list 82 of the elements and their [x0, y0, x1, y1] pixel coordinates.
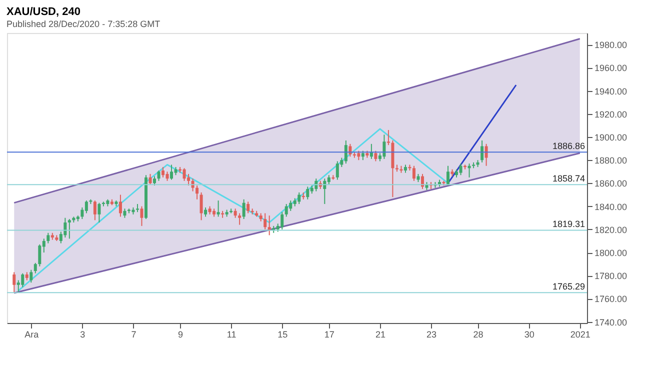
candlestick	[84, 200, 88, 214]
candlestick	[170, 164, 174, 180]
candlestick	[446, 165, 450, 186]
candlestick	[382, 134, 386, 160]
candlestick	[386, 130, 390, 146]
candlestick	[123, 208, 126, 218]
y-tick-label: 1900.00	[594, 132, 628, 142]
ref-line-label: 1886.86	[552, 141, 585, 152]
y-tick-label: 1800.00	[594, 248, 628, 258]
candlestick	[238, 212, 242, 226]
line-series	[18, 128, 449, 292]
candlestick	[480, 140, 484, 163]
candlestick	[162, 166, 165, 178]
candlestick	[234, 208, 237, 218]
candlestick	[12, 272, 16, 294]
candlestick	[98, 202, 101, 223]
candlestick	[148, 173, 152, 185]
ref-line-label: 1765.29	[552, 282, 585, 292]
candlestick	[187, 173, 190, 186]
y-tick-label: 1740.00	[594, 317, 628, 328]
candlestick	[327, 174, 330, 185]
y-tick-label: 1960.00	[594, 63, 628, 74]
candlestick	[336, 160, 339, 180]
candlestick	[204, 206, 208, 218]
candlestick	[68, 218, 71, 240]
candlestick	[140, 206, 144, 226]
x-tick-label: 7	[131, 330, 136, 340]
x-tick-label: 3	[80, 330, 86, 340]
x-tick-label: 21	[375, 330, 386, 340]
candlestick	[30, 269, 33, 284]
candlestick	[344, 140, 348, 164]
x-tick-label: 9	[178, 330, 184, 340]
candlestick	[157, 170, 160, 182]
candlestick	[200, 192, 203, 221]
x-tick-label: Ara	[24, 330, 39, 340]
candlestick	[38, 244, 42, 267]
candlestick	[374, 150, 378, 162]
candlestick	[306, 186, 310, 200]
candlestick	[412, 165, 416, 182]
candlestick	[46, 232, 50, 244]
candlestick	[289, 200, 292, 212]
candlestick	[196, 185, 199, 200]
x-tick-label: 28	[473, 330, 484, 340]
ref-line-label: 1858.74	[552, 174, 585, 184]
ref-line-label: 1819.31	[552, 219, 585, 230]
candlestick	[357, 150, 360, 161]
candlestick	[34, 262, 37, 274]
candlestick	[182, 168, 186, 182]
x-tick-label: 11	[226, 330, 236, 340]
x-tick-label: 15	[278, 330, 288, 340]
y-tick-label: 1980.00	[594, 40, 628, 50]
candlestick	[166, 171, 169, 182]
candlestick	[216, 200, 220, 218]
y-tick-label: 1940.00	[594, 86, 628, 96]
x-tick-label: 30	[524, 330, 534, 340]
candlestick	[484, 143, 488, 166]
candlestick	[284, 203, 288, 218]
candlestick	[118, 194, 122, 218]
y-tick-label: 1860.00	[594, 178, 628, 189]
y-tick-label: 1780.00	[594, 271, 628, 282]
candlestick	[280, 212, 284, 230]
candlestick	[242, 198, 246, 220]
candlestick	[246, 201, 250, 214]
x-tick-label: 17	[324, 330, 334, 340]
y-tick-label: 1840.00	[594, 202, 628, 212]
candlestick	[298, 192, 301, 204]
candlestick	[361, 150, 364, 161]
x-tick-label: 23	[426, 330, 436, 340]
candlestick	[153, 176, 156, 186]
x-tick-label: 2021	[570, 330, 590, 340]
y-tick-label: 1760.00	[594, 294, 628, 304]
chart-subtitle: Published 28/Dec/2020 - 7:35:28 GMT	[6, 19, 161, 29]
candlestick	[459, 163, 462, 176]
candlestick	[93, 200, 96, 221]
candlestick	[348, 143, 352, 158]
candlestick	[21, 272, 24, 288]
candlestick	[64, 217, 67, 238]
y-tick-label: 1820.00	[594, 224, 628, 235]
candlestick	[264, 212, 267, 230]
chart-title: XAU/USD, 240	[6, 6, 80, 18]
y-tick-label: 1880.00	[594, 156, 628, 166]
y-tick-label: 1920.00	[594, 109, 628, 120]
